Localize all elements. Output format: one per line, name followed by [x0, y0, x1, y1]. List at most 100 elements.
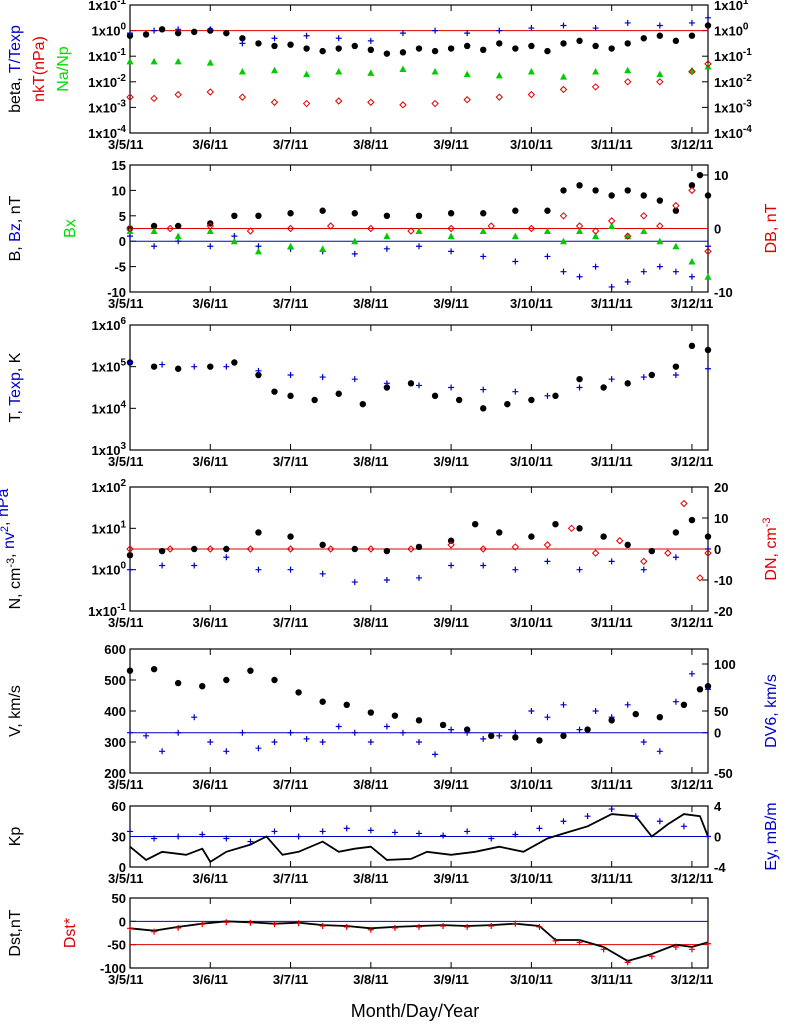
data-point [680, 701, 688, 708]
y-tick-label: 600 [104, 642, 126, 657]
data-point [615, 537, 624, 545]
data-point [175, 924, 182, 931]
data-point [271, 388, 278, 395]
data-point [560, 701, 567, 708]
data-point [158, 26, 166, 33]
y-axis-label-right: Ey, mB/m [763, 802, 780, 870]
data-point [326, 222, 335, 230]
data-point [464, 923, 471, 930]
y-tick-label: 60 [112, 799, 126, 814]
data-point [271, 828, 278, 835]
data-point [287, 372, 294, 378]
data-point [351, 545, 358, 553]
data-point [206, 545, 214, 553]
data-point [303, 45, 310, 52]
data-point [159, 562, 166, 569]
data-point [640, 374, 647, 381]
data-point [656, 222, 664, 230]
panel-p5: 3/5/11 3/6/11 3/7/11 3/8/11 3/9/11 3/10/11 3/1… [7, 642, 780, 792]
x-tick-label: 3/8/11 [353, 454, 388, 469]
data-point [688, 66, 696, 74]
data-point [688, 273, 695, 280]
x-tick-label: 3/6/11 [193, 615, 228, 630]
x-tick-label: 3/9/11 [433, 454, 468, 469]
y-axis-label: Kp [7, 827, 24, 847]
series-p2-0 [126, 171, 712, 232]
data-point [303, 32, 310, 39]
data-point [656, 714, 664, 721]
series-p4-0 [126, 516, 712, 559]
data-point [367, 69, 375, 76]
data-point [271, 66, 278, 74]
x-tick-label: 3/11/11 [591, 777, 633, 792]
data-point [351, 237, 359, 245]
data-point [367, 827, 374, 834]
data-point [239, 729, 246, 736]
data-point [127, 233, 133, 240]
data-point [705, 14, 711, 21]
data-point [367, 545, 375, 553]
data-point [624, 232, 632, 240]
data-point [696, 686, 704, 693]
data-point [624, 66, 632, 74]
data-point [223, 748, 230, 755]
data-point [287, 533, 294, 540]
data-point [286, 545, 295, 553]
data-point [238, 93, 247, 101]
data-point [656, 197, 664, 204]
x-tick-label: 3/11/11 [591, 137, 633, 152]
y-tick-label: 1x10-1 [88, 602, 126, 619]
data-point [367, 46, 375, 53]
y-tick-label-right: 1x10-1 [714, 47, 752, 64]
data-point [239, 35, 246, 42]
y-tick-label-right: 20 [714, 480, 728, 495]
x-tick-label: 3/5/11 [108, 137, 143, 152]
data-point [126, 57, 134, 65]
data-point [463, 96, 471, 104]
data-point [704, 273, 712, 280]
data-point [223, 545, 230, 553]
data-point [704, 549, 712, 557]
y-axis-label-3: Na/Np [55, 46, 72, 91]
data-point [512, 729, 519, 736]
y-tick-label-right: 1x100 [714, 22, 749, 39]
y-tick-label: 1x103 [92, 441, 127, 458]
data-point [496, 27, 503, 34]
data-point [439, 721, 447, 729]
data-point [191, 363, 198, 370]
y-tick-label: 1x100 [92, 561, 127, 578]
data-point [231, 212, 238, 219]
panel-p6: 3/5/11 3/6/11 3/7/11 3/8/11 3/9/11 3/10/11 3/1… [7, 799, 780, 886]
data-point [447, 537, 455, 544]
data-point [528, 42, 535, 50]
data-point [319, 47, 326, 55]
plot-frame [129, 897, 709, 969]
x-tick-label: 3/11/11 [591, 296, 633, 311]
data-point [632, 710, 639, 718]
data-point [151, 243, 158, 250]
data-point [126, 227, 134, 235]
x-tick-label: 3/8/11 [353, 137, 388, 152]
y-tick-label-right: -10 [714, 573, 733, 588]
data-point [688, 946, 695, 953]
data-point [207, 243, 214, 250]
x-tick-label: 3/8/11 [353, 296, 388, 311]
plot-frame [129, 324, 709, 451]
data-point [608, 717, 615, 724]
data-point [416, 830, 422, 837]
data-point [544, 558, 551, 565]
data-point [511, 543, 520, 551]
data-point [672, 363, 680, 370]
y-tick-label-right: 0 [714, 726, 721, 741]
y-tick-label: -10 [107, 285, 126, 300]
y-tick-label: 0 [119, 234, 126, 249]
data-point [696, 574, 704, 582]
data-point [608, 45, 615, 52]
data-point [591, 549, 600, 557]
data-point [391, 829, 398, 836]
data-point [174, 222, 182, 230]
chart-panels: 3/5/11 3/6/11 3/7/11 3/8/11 3/9/11 3/10/11 3/1… [0, 0, 780, 987]
y-axis-label: B, Bz, nT [7, 195, 24, 261]
y-tick-label: 0 [119, 860, 126, 875]
data-point [680, 823, 687, 830]
